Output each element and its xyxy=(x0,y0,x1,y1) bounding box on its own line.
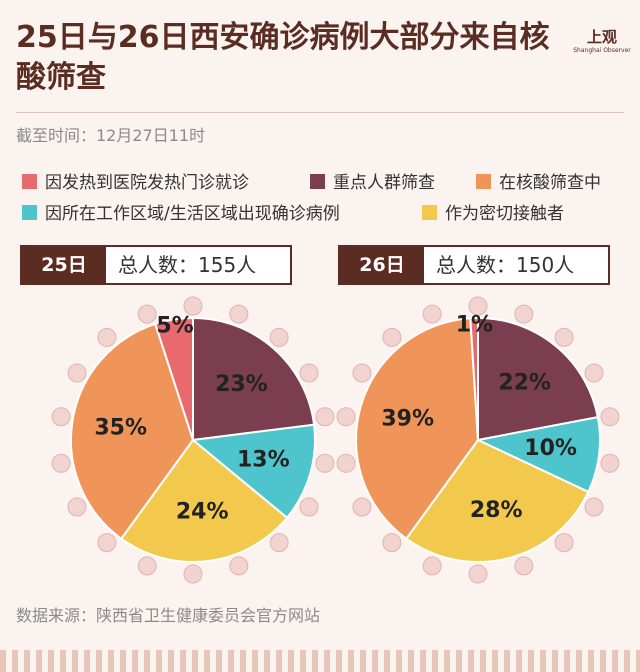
legend-label: 作为密切接触者 xyxy=(445,204,564,224)
logo: 上观 Shanghai Observer xyxy=(572,26,632,54)
decor xyxy=(352,363,372,383)
subtitle: 截至时间：12月27日11时 xyxy=(16,126,206,145)
data-label: 22% xyxy=(498,371,551,396)
legend-swatch xyxy=(422,205,437,220)
logo-text: 上观 xyxy=(586,28,617,46)
decor xyxy=(299,497,319,517)
decor xyxy=(137,556,157,576)
pie-slice xyxy=(404,438,590,563)
pie-slice xyxy=(154,316,194,441)
legend-item: 因所在工作区域/生活区域出现确诊病例 xyxy=(22,199,340,224)
decor xyxy=(67,497,87,517)
data-label: 24% xyxy=(176,500,229,525)
data-label: 39% xyxy=(381,407,434,432)
source: 数据来源：陕西省卫生健康委员会官方网站 xyxy=(16,606,321,625)
decor xyxy=(584,363,604,383)
pie-date: 25日 xyxy=(22,247,106,283)
decor xyxy=(600,407,620,427)
decor xyxy=(382,327,402,347)
decor xyxy=(183,296,203,316)
decor xyxy=(514,304,534,324)
pie-header: 25日 总人数：155人 xyxy=(20,245,292,285)
decor xyxy=(422,556,442,576)
decor xyxy=(336,407,356,427)
pie-slice xyxy=(190,423,316,520)
pie-header: 26日 总人数：150人 xyxy=(338,245,610,285)
legend-item: 在核酸筛查中 xyxy=(476,168,601,193)
data-label: 28% xyxy=(470,498,523,523)
legend-swatch xyxy=(22,174,37,189)
decor xyxy=(315,453,335,473)
pie-total: 总人数：150人 xyxy=(436,253,575,277)
legend-label: 因发热到医院发热门诊就诊 xyxy=(45,173,249,193)
bottom-band xyxy=(0,650,640,672)
decor xyxy=(315,407,335,427)
data-label: 5% xyxy=(156,314,193,339)
decor xyxy=(229,304,249,324)
decor xyxy=(67,363,87,383)
pie-slice xyxy=(469,316,479,441)
pie-slice xyxy=(477,316,600,442)
legend-swatch xyxy=(476,174,491,189)
pie-slice xyxy=(192,316,316,442)
decor xyxy=(600,453,620,473)
pie-slice xyxy=(119,438,289,563)
legend-item: 作为密切接触者 xyxy=(422,199,564,224)
decor xyxy=(183,564,203,584)
data-label: 13% xyxy=(237,447,290,472)
decor xyxy=(422,304,442,324)
decor xyxy=(97,327,117,347)
pie-slice xyxy=(474,415,601,494)
decor xyxy=(299,363,319,383)
legend-item: 因发热到医院发热门诊就诊 xyxy=(22,168,249,193)
decor xyxy=(382,533,402,553)
legend-swatch xyxy=(310,174,325,189)
logo-sub: Shanghai Observer xyxy=(573,47,631,54)
decor xyxy=(514,556,534,576)
legend-label: 重点人群筛查 xyxy=(333,173,435,193)
data-label: 1% xyxy=(456,312,493,337)
legend-item: 重点人群筛查 xyxy=(310,168,435,193)
decor xyxy=(554,533,574,553)
pie-total: 总人数：155人 xyxy=(118,253,257,277)
decor xyxy=(137,304,157,324)
decor xyxy=(352,497,372,517)
data-label: 10% xyxy=(524,436,577,461)
decor xyxy=(584,497,604,517)
data-label: 35% xyxy=(94,416,147,441)
decor xyxy=(269,533,289,553)
pie-slice xyxy=(355,317,480,541)
decor xyxy=(336,453,356,473)
rule xyxy=(16,112,624,113)
legend-swatch xyxy=(22,205,37,220)
decor xyxy=(468,296,488,316)
legend-label: 因所在工作区域/生活区域出现确诊病例 xyxy=(45,204,340,224)
decor xyxy=(51,453,71,473)
data-label: 23% xyxy=(215,372,268,397)
decor xyxy=(51,407,71,427)
decor xyxy=(97,533,117,553)
decor xyxy=(468,564,488,584)
legend-label: 在核酸筛查中 xyxy=(499,173,601,193)
decor xyxy=(229,556,249,576)
pie-slice xyxy=(70,322,195,541)
title: 25日与26日西安确诊病例大部分来自核酸筛查 xyxy=(16,20,550,95)
decor xyxy=(554,327,574,347)
decor xyxy=(269,327,289,347)
pie-date: 26日 xyxy=(340,247,424,283)
